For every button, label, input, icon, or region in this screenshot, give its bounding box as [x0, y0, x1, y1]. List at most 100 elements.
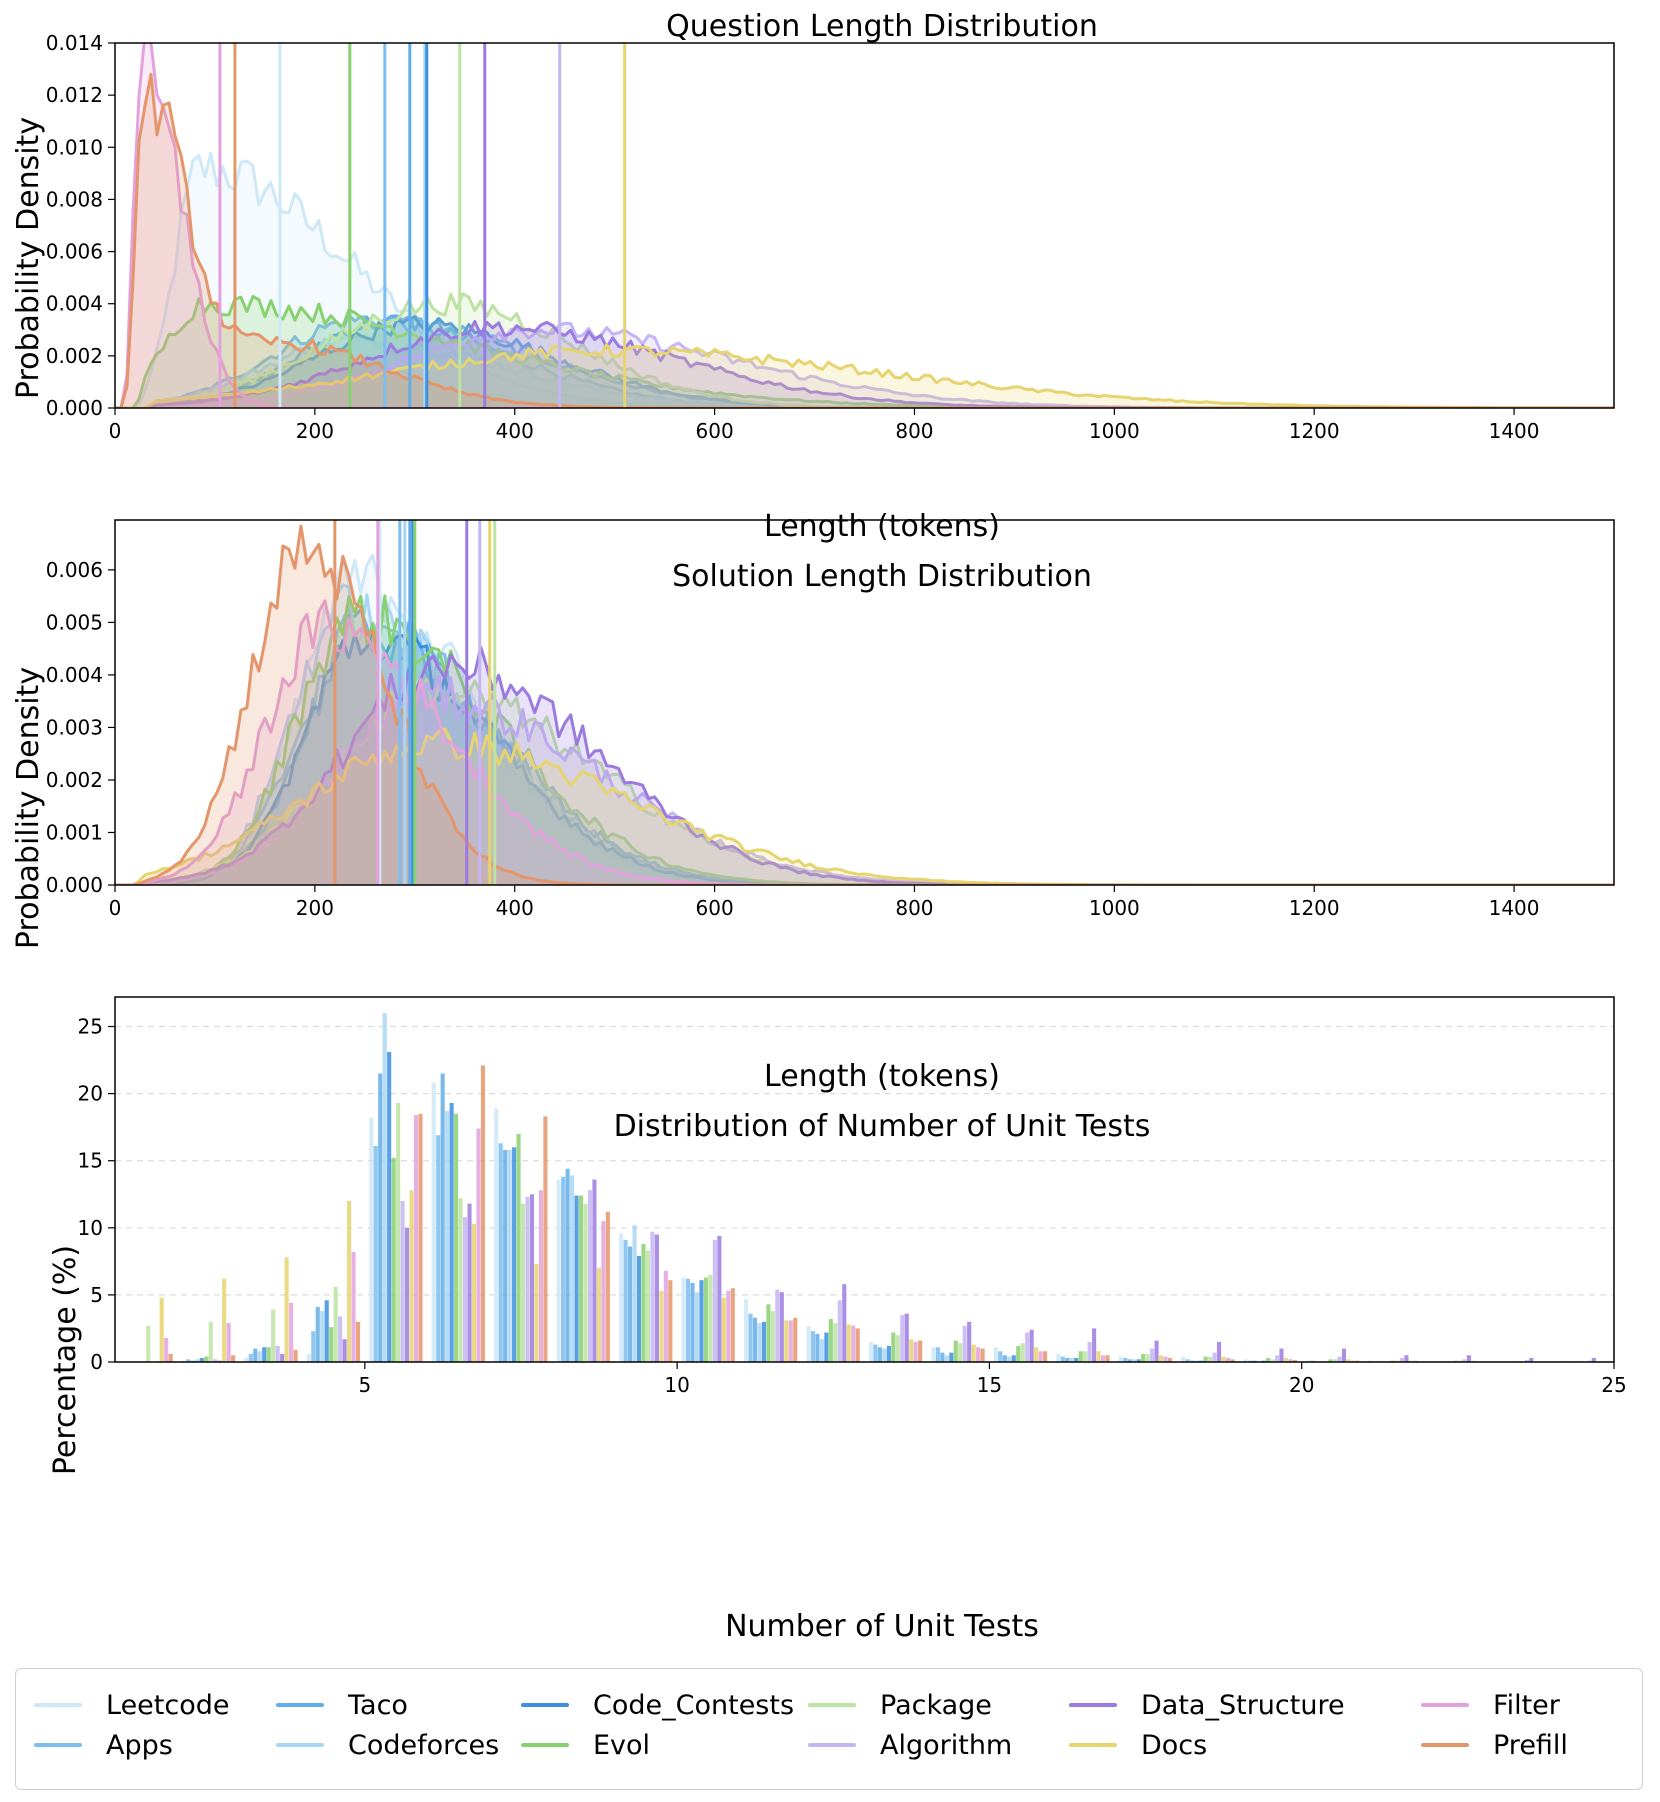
unit-tests-bar-apps: [498, 1143, 503, 1362]
legend-item-codeforces: Codeforces: [276, 1727, 499, 1763]
unit-tests-bar-leetcode: [244, 1357, 249, 1362]
unit-tests-bar-taco: [503, 1149, 508, 1362]
unit-tests-bar-prefill: [855, 1328, 860, 1362]
solution-length-axes-frame: [114, 519, 1615, 886]
legend-swatch: [1069, 1743, 1117, 1747]
unit-tests-bar-algorithm: [1212, 1352, 1217, 1362]
unit-tests-bar-apps: [186, 1359, 191, 1362]
unit-tests-bar-leetcode: [306, 1353, 311, 1362]
unit-tests-bar-taco: [815, 1333, 820, 1362]
legend-swatch: [1069, 1703, 1117, 1707]
solution-length-line-filter: [115, 599, 1614, 885]
unit-tests-bar-package: [458, 1198, 463, 1362]
question-length-area-taco: [115, 315, 1614, 408]
unit-tests-bar-leetcode: [1243, 1359, 1248, 1362]
unit-tests-bar-evol: [454, 1113, 459, 1362]
question-length-area-package: [115, 293, 1614, 408]
solution-length-ytick-label: 0.002: [46, 768, 103, 792]
unit-tests-bar-package: [833, 1323, 838, 1362]
question-length-ytick-label: 0.004: [46, 292, 103, 316]
unit-tests-bar-algorithm: [338, 1316, 343, 1363]
unit-tests-bar-algorithm: [1025, 1332, 1030, 1362]
unit-tests-bar-evol: [953, 1340, 958, 1362]
unit-tests-bar-algorithm: [1150, 1348, 1155, 1362]
unit-tests-bar-evol: [329, 1327, 334, 1362]
unit-tests-bar-package: [271, 1309, 276, 1362]
unit-tests-bar-package: [146, 1325, 151, 1362]
unit-tests-bar-leetcode: [806, 1325, 811, 1362]
legend-label: Codeforces: [348, 1729, 500, 1761]
question-length-panel: Question Length Distribution Probability…: [11, 9, 1098, 544]
unit-tests-bar-evol: [641, 1243, 646, 1362]
unit-tests-bar-prefill: [668, 1280, 673, 1362]
unit-tests-bar-data-structure: [1092, 1328, 1097, 1362]
unit-tests-bar-package: [1332, 1359, 1338, 1362]
question-length-area-docs: [115, 344, 1614, 408]
unit-tests-bar-filter: [976, 1347, 981, 1362]
unit-tests-bar-docs: [1158, 1355, 1164, 1362]
unit-tests-bar-apps: [998, 1351, 1003, 1362]
unit-tests-ytick-label: 25: [78, 1015, 103, 1039]
legend-swatch: [276, 1703, 324, 1707]
legend-label: Prefill: [1493, 1729, 1568, 1761]
unit-tests-bar-prefill: [543, 1116, 548, 1362]
unit-tests-bar-prefill: [168, 1353, 173, 1362]
unit-tests-bar-docs: [1346, 1359, 1351, 1362]
unit-tests-bar-docs: [1221, 1356, 1226, 1362]
legend-label: Apps: [106, 1729, 173, 1761]
legend-item-apps: Apps: [34, 1727, 173, 1763]
unit-tests-bar-apps: [623, 1239, 628, 1362]
unit-tests-bar-data-structure: [1529, 1357, 1534, 1362]
unit-tests-bar-package: [1145, 1353, 1150, 1362]
unit-tests-bar-package: [645, 1250, 651, 1362]
solution-length-line-prefill: [115, 524, 1614, 885]
legend-label: Filter: [1493, 1689, 1560, 1721]
unit-tests-bar-filter: [851, 1325, 856, 1362]
unit-tests-bar-leetcode: [743, 1298, 749, 1362]
legend-item-filter: Filter: [1421, 1687, 1560, 1723]
solution-length-plot-area: [115, 520, 1614, 885]
question-length-area-evol: [115, 296, 1614, 408]
unit-tests-bar-data-structure: [280, 1353, 285, 1362]
unit-tests-bar-apps: [810, 1331, 816, 1362]
legend-item-docs: Docs: [1069, 1727, 1207, 1763]
unit-tests-bar-algorithm: [213, 1359, 218, 1362]
unit-tests-bar-filter: [601, 1221, 606, 1362]
legend-swatch: [521, 1703, 569, 1707]
unit-tests-bar-package: [708, 1274, 713, 1362]
unit-tests-bar-evol: [1141, 1353, 1146, 1362]
unit-tests-bar-package: [770, 1311, 775, 1362]
unit-tests-bar-data-structure: [717, 1235, 722, 1362]
legend-swatch: [808, 1703, 856, 1707]
question-length-xlabel: Length (tokens): [764, 509, 1000, 544]
unit-tests-bar-taco: [440, 1073, 445, 1362]
unit-tests-bar-filter: [1225, 1357, 1231, 1362]
unit-tests-bar-docs: [659, 1290, 664, 1362]
unit-tests-bar-prefill: [1292, 1359, 1297, 1362]
unit-tests-bar-filter: [1101, 1355, 1106, 1362]
question-length-ytick-label: 0.006: [46, 240, 103, 264]
unit-tests-bar-data-structure: [405, 1227, 410, 1362]
unit-tests-bar-prefill: [918, 1340, 923, 1362]
legend-label: Taco: [348, 1689, 408, 1721]
unit-tests-bar-prefill: [1043, 1351, 1048, 1362]
unit-tests-xtick-label: 10: [664, 1373, 689, 1397]
unit-tests-bar-docs: [409, 1190, 414, 1362]
unit-tests-bar-filter: [663, 1270, 668, 1362]
question-length-xtick-label: 1400: [1489, 419, 1540, 443]
solution-length-xtick-label: 1000: [1089, 896, 1140, 920]
unit-tests-bar-taco: [315, 1306, 320, 1362]
unit-tests-bar-data-structure: [1466, 1355, 1471, 1362]
unit-tests-bar-apps: [873, 1344, 878, 1362]
unit-tests-bar-apps: [1185, 1359, 1190, 1362]
unit-tests-bar-filter: [164, 1337, 169, 1362]
solution-length-line-leetcode: [115, 553, 1614, 885]
unit-tests-bar-code-contests: [324, 1300, 329, 1362]
unit-tests-bar-codeforces: [195, 1359, 200, 1362]
question-length-ytick-label: 0.000: [46, 396, 103, 420]
question-length-area-data-structure: [115, 321, 1614, 408]
unit-tests-bar-apps: [748, 1313, 753, 1362]
unit-tests-bar-prefill: [1167, 1357, 1173, 1362]
unit-tests-ytick-label: 10: [78, 1216, 103, 1240]
legend-label: Package: [880, 1689, 992, 1721]
